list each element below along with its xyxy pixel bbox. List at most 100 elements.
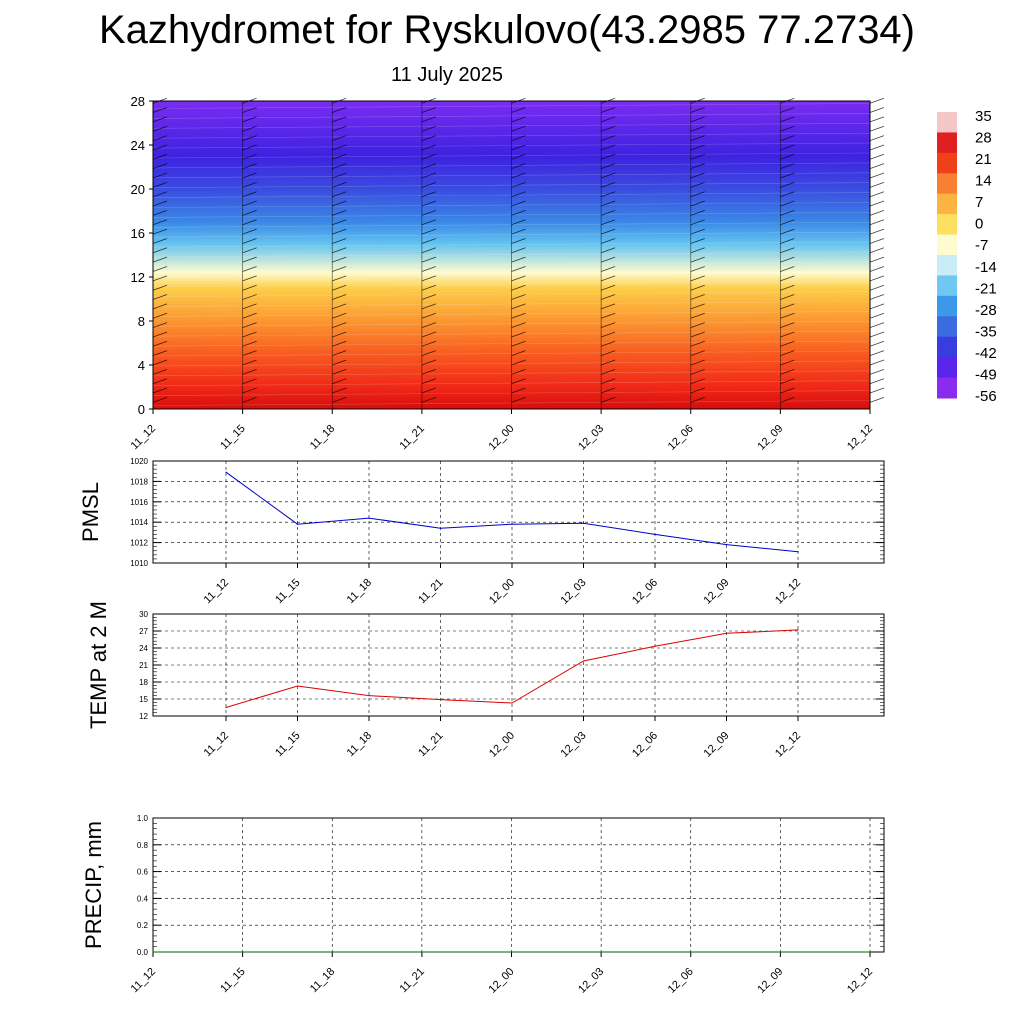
panel-xtick-label: 12_12	[773, 577, 803, 607]
wind-barb	[690, 387, 705, 394]
wind-barb	[869, 303, 885, 310]
panel-frame	[152, 460, 885, 564]
wind-barb	[242, 378, 257, 385]
wind-barb	[600, 135, 616, 141]
wind-barb	[332, 219, 347, 226]
colorbar-swatch	[937, 295, 957, 317]
series-point	[869, 951, 871, 953]
panel-xtick-label: 11_18	[308, 966, 338, 996]
wind-barb	[780, 256, 795, 263]
heatmap-xtick-label: 11_12	[129, 423, 159, 453]
colorbar-swatch	[937, 214, 957, 236]
wind-barb	[780, 163, 795, 170]
wind-barb	[421, 200, 437, 207]
panel-ytick-label: 27	[139, 627, 148, 636]
panel-xtick-label: 12_09	[702, 730, 732, 760]
wind-barb	[242, 275, 257, 282]
wind-barb	[421, 238, 437, 244]
heatmap-ytick-label: 16	[131, 226, 145, 241]
wind-barb	[511, 163, 526, 170]
panel-ytick-label: 1012	[130, 539, 148, 548]
wind-barb	[869, 144, 885, 151]
wind-barb	[421, 284, 437, 291]
wind-barb	[511, 275, 526, 282]
wind-barb	[600, 210, 616, 216]
wind-barb	[511, 200, 526, 207]
colorbar-label: -28	[975, 302, 997, 319]
wind-barb	[242, 340, 257, 347]
wind-barb	[152, 303, 168, 310]
wind-barb	[152, 256, 168, 263]
wind-barb	[421, 266, 437, 272]
wind-barb	[690, 238, 705, 244]
wind-barb	[690, 135, 705, 141]
wind-barb	[242, 228, 257, 235]
panel-xtick-label: 12_06	[630, 730, 660, 760]
wind-barb	[511, 331, 526, 338]
wind-barb	[511, 359, 526, 366]
wind-barb	[332, 116, 347, 123]
wind-barb	[869, 172, 885, 179]
wind-barb	[780, 125, 795, 132]
colorbar-label: 14	[975, 173, 992, 190]
wind-barb	[511, 238, 526, 244]
wind-barb	[780, 172, 795, 179]
wind-barb	[152, 219, 168, 226]
wind-barb	[242, 312, 257, 319]
wind-barb	[421, 387, 437, 394]
colorbar-label: 7	[975, 194, 983, 211]
wind-barb	[869, 181, 885, 188]
wind-barb	[780, 368, 795, 375]
wind-barb	[869, 107, 885, 113]
wind-barb	[421, 331, 437, 338]
wind-barb	[152, 116, 168, 123]
wind-barb	[869, 135, 885, 141]
wind-barb	[152, 275, 168, 282]
wind-barb	[332, 181, 347, 188]
wind-barb	[332, 153, 347, 160]
wind-barb	[421, 116, 437, 123]
wind-barb	[511, 107, 526, 113]
wind-barb	[690, 340, 705, 347]
colorbar-swatch	[937, 193, 957, 215]
colorbar-swatch	[937, 357, 957, 379]
wind-barb	[600, 322, 616, 328]
wind-barb	[152, 378, 168, 385]
colorbar-label: 0	[975, 216, 983, 233]
wind-barb	[421, 107, 437, 113]
series-point	[296, 685, 299, 687]
panel-frame	[152, 817, 885, 953]
wind-barb	[421, 340, 437, 347]
panel-xtick-label: 12_03	[576, 966, 606, 996]
page-title: Kazhydromet for Ryskulovo(43.2985 77.273…	[98, 8, 915, 52]
wind-barb	[869, 153, 885, 160]
wind-barb	[600, 238, 616, 244]
wind-barb	[600, 275, 616, 282]
wind-barb	[869, 275, 885, 282]
series-point	[797, 629, 799, 631]
wind-barb	[600, 312, 616, 319]
wind-barb	[780, 107, 795, 113]
panel-xtick-label: 11_12	[202, 730, 232, 760]
wind-barb	[690, 153, 705, 160]
panel-xtick-label: 12_09	[702, 577, 732, 607]
wind-barb	[332, 294, 347, 300]
wind-barb	[421, 247, 437, 254]
wind-barb	[600, 266, 616, 272]
wind-barb	[869, 219, 885, 226]
heatmap-ytick-label: 8	[138, 314, 145, 329]
series-point	[510, 951, 513, 953]
wind-barb	[332, 312, 347, 319]
wind-barb	[600, 387, 616, 394]
wind-barb	[152, 368, 168, 375]
heatmap-ytick-label: 0	[138, 402, 145, 417]
panel-xtick-label: 11_15	[218, 966, 248, 996]
wind-barb	[869, 210, 885, 216]
panel-ytick-label: 0.2	[137, 921, 149, 930]
wind-barb	[600, 378, 616, 385]
wind-barb	[600, 163, 616, 170]
panel-xtick-label: 11_21	[416, 577, 446, 607]
wind-barb	[242, 350, 257, 357]
heatmap-xtick-label: 12_12	[845, 423, 875, 453]
wind-barb	[152, 210, 168, 216]
